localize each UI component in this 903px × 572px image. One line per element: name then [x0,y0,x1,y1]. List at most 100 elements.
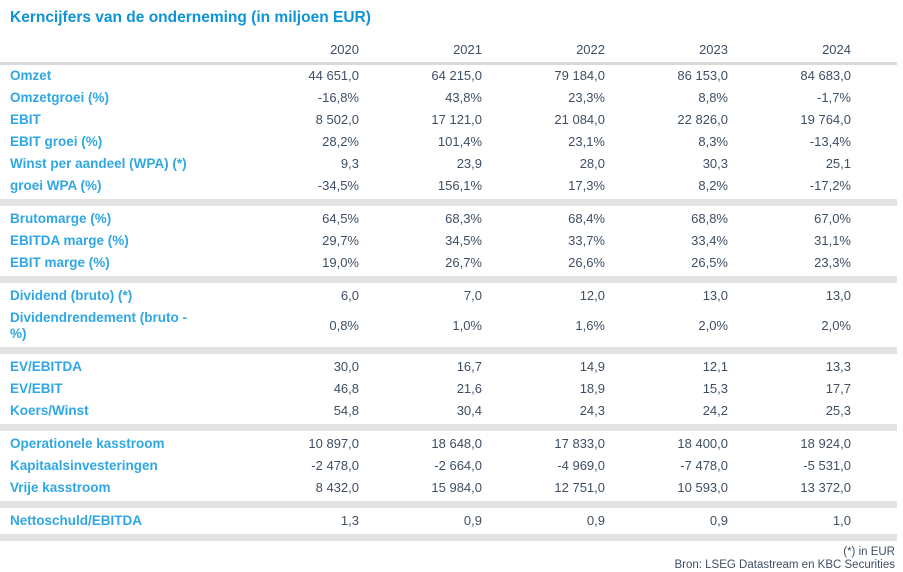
table-row: groei WPA (%) -34,5% 156,1% 17,3% 8,2% -17,2% [0,175,897,197]
cell-value: -5 531,0 [803,458,851,473]
cell-value: 23,3% [568,90,605,105]
section-divider [0,422,897,433]
footnotes: (*) in EUR Bron: LSEG Datastream en KBC … [0,546,895,572]
cell-value: 12,1 [702,359,728,374]
table-row: Winst per aandeel (WPA) (*) 9,3 23,9 28,0 30… [0,153,897,175]
cell-value: 64,5% [322,211,359,226]
cell-value: 16,7 [456,359,482,374]
cell-value: 18 924,0 [800,436,851,451]
row-label-text: EBIT [10,112,41,127]
cell-value: 21 084,0 [554,112,605,127]
row-label-text: Winst per aandeel (WPA) (*) [10,156,187,171]
cell-value: 18,9 [579,381,605,396]
section-divider-cell [0,197,897,208]
cell-value: 23,9 [456,156,482,171]
row-label-text: Dividend (bruto) (*) [10,288,133,303]
section-divider-bar [0,199,897,206]
cell-value: 26,6% [568,255,605,270]
cell-value: 156,1% [437,178,482,193]
section-divider [0,197,897,208]
cell-value: 29,7% [322,233,359,248]
section-divider-bar [0,534,897,541]
row-label-text: EBITDA marge (%) [10,233,129,248]
cell-value: 44 651,0 [308,68,359,83]
cell-value: 2,0% [821,318,851,333]
cell-value: 86 153,0 [677,68,728,83]
row-label: Dividend (bruto) (*) [0,285,236,307]
year-column-header: 2022 [482,40,605,65]
year-column-header: 2021 [359,40,482,65]
table-row: EBIT groei (%) 28,2% 101,4% 23,1% 8,3% -13,4% [0,131,897,153]
row-label-text: EV/EBIT [10,381,63,396]
row-label-text: Kapitaalsinvesteringen [10,458,158,473]
cell-value: 30,3 [702,156,728,171]
cell-value: 30,0 [333,359,359,374]
cell-value: 8 432,0 [315,480,359,495]
cell-value: 79 184,0 [554,68,605,83]
cell-value: 68,3% [445,211,482,226]
cell-value: 17,7 [825,381,851,396]
cell-value: 34,5% [445,233,482,248]
row-label: EV/EBIT [0,378,236,400]
cell-value: 17 833,0 [554,436,605,451]
year-column-header: 2023 [605,40,728,65]
cell-value: -7 478,0 [680,458,728,473]
cell-value: 17,3% [568,178,605,193]
cell-value: 0,8% [329,318,359,333]
cell-value: -13,4% [809,134,851,149]
row-label: Omzet [0,64,236,88]
row-label-text: Koers/Winst [10,403,89,418]
cell-value: 18 400,0 [677,436,728,451]
cell-value: 22 826,0 [677,112,728,127]
cell-value: 21,6 [456,381,482,396]
cell-value: 8,8% [698,90,728,105]
cell-value: 18 648,0 [431,436,482,451]
table-row: EBITDA marge (%) 29,7% 34,5% 33,7% 33,4% 31,1… [0,230,897,252]
cell-value: -1,7% [817,90,851,105]
cell-value: -2 664,0 [434,458,482,473]
table-row: Omzetgroei (%) -16,8% 43,8% 23,3% 8,8% -1,7% [0,87,897,109]
section-divider-bar [0,276,897,283]
row-label: EBITDA marge (%) [0,230,236,252]
cell-value: 7,0 [463,288,482,303]
section-divider-cell [0,345,897,356]
cell-value: -34,5% [317,178,359,193]
cell-value: 10 593,0 [677,480,728,495]
row-label: Kapitaalsinvesteringen [0,455,236,477]
row-label: EBIT groei (%) [0,131,236,153]
unit-footnote: (*) in EUR [843,546,895,558]
cell-value: 0,9 [586,513,605,528]
cell-value: 12,0 [579,288,605,303]
row-label-text: Operationele kasstroom [10,436,165,451]
table-row: EBIT 8 502,0 17 121,0 21 084,0 22 826,0 19 76… [0,109,897,131]
row-label: EBIT [0,109,236,131]
cell-value: -4 969,0 [557,458,605,473]
year-column-header: 2020 [236,40,359,65]
cell-value: 68,8% [691,211,728,226]
cell-value: -2 478,0 [311,458,359,473]
cell-value: 46,8 [333,381,359,396]
row-label-text: Dividendrendement (bruto - %) [10,310,188,341]
row-label: Vrije kasstroom [0,477,236,499]
cell-value: 54,8 [333,403,359,418]
cell-value: 10 897,0 [308,436,359,451]
cell-value: 2,0% [698,318,728,333]
row-label: Winst per aandeel (WPA) (*) [0,153,236,175]
cell-value: 0,9 [463,513,482,528]
row-label: groei WPA (%) [0,175,236,197]
cell-value: 31,1% [814,233,851,248]
cell-value: 0,9 [709,513,728,528]
row-label: EBIT marge (%) [0,252,236,274]
cell-value: 1,0 [832,513,851,528]
cell-value: 8,2% [698,178,728,193]
cell-value: 43,8% [445,90,482,105]
cell-value: 26,5% [691,255,728,270]
cell-value: 8,3% [698,134,728,149]
cell-value: 15 984,0 [431,480,482,495]
section-divider-bar [0,424,897,431]
table-row: EV/EBIT 46,8 21,6 18,9 15,3 17,7 [0,378,897,400]
row-label: Dividendrendement (bruto - %) [0,307,236,345]
cell-value: 84 683,0 [800,68,851,83]
table-row: Vrije kasstroom 8 432,0 15 984,0 12 751,0 10… [0,477,897,499]
